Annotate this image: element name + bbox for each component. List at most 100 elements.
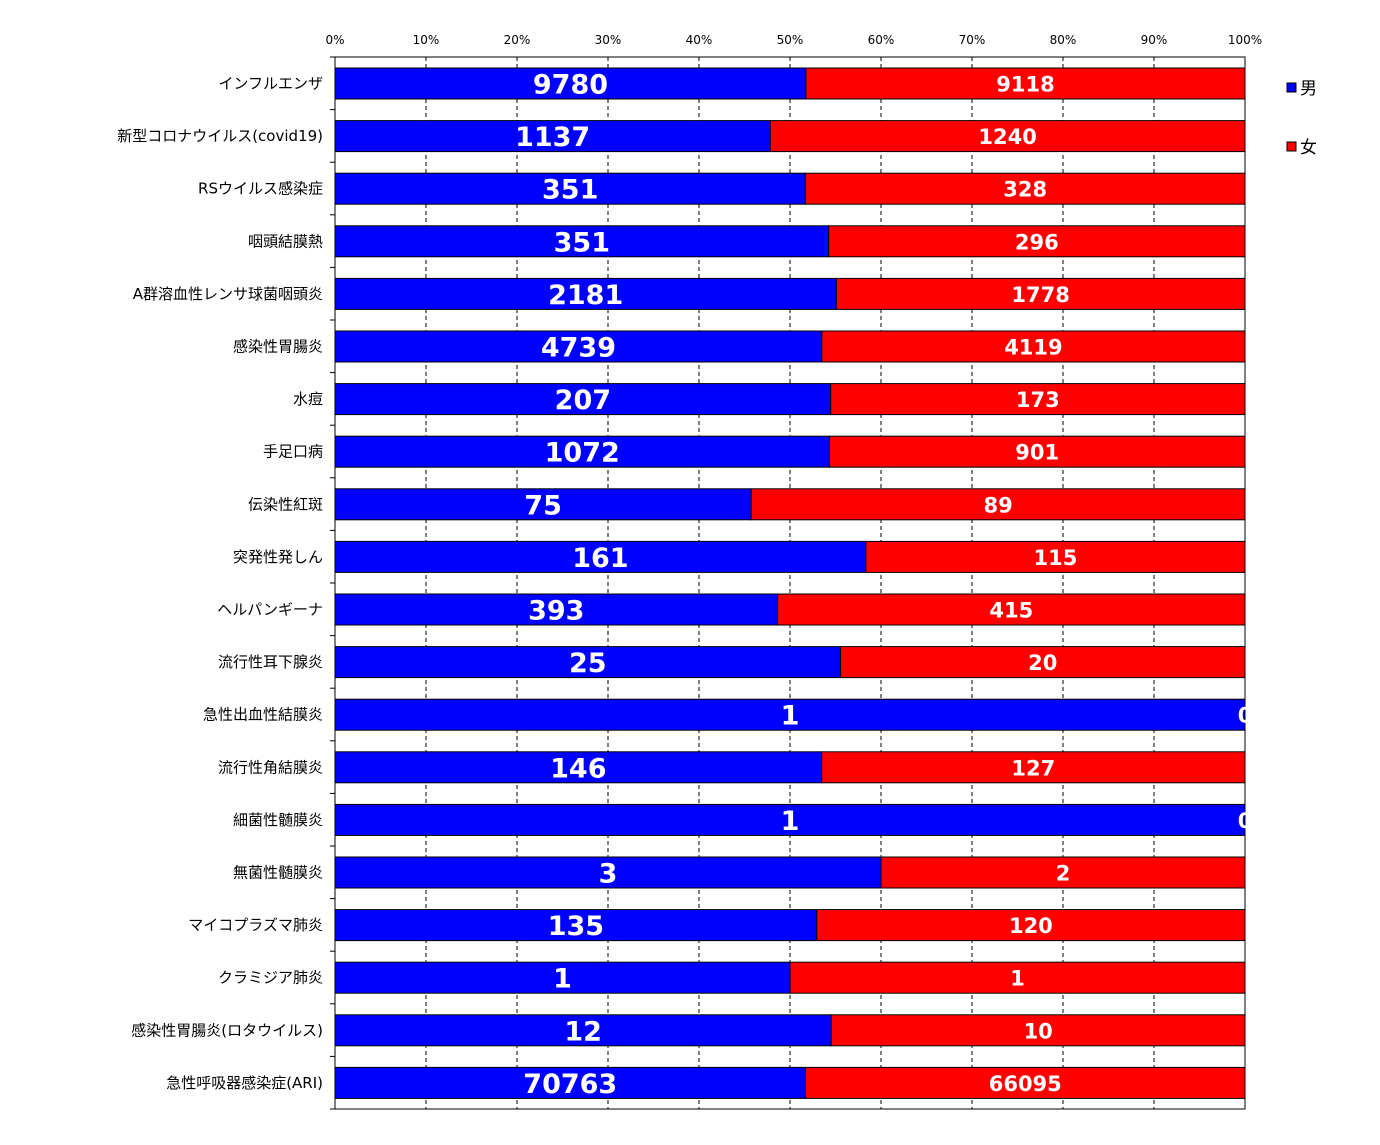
data-label-male: 4739	[541, 333, 616, 364]
bar-male	[334, 909, 818, 942]
category-label: RSウイルス感染症	[198, 180, 323, 198]
data-label-female: 173	[1016, 388, 1060, 412]
data-label-female: 2	[1056, 862, 1071, 886]
data-label-female: 89	[983, 493, 1012, 517]
bar-male	[334, 330, 823, 363]
category-label: 伝染性紅斑	[248, 495, 323, 513]
data-label-male: 70763	[523, 1069, 617, 1100]
data-label-female: 1	[1010, 967, 1025, 991]
category-label: 水痘	[293, 390, 323, 408]
category-label: 急性呼吸器感染症(ARI)	[166, 1074, 323, 1092]
x-tick-label: 90%	[1141, 33, 1168, 47]
category-label: 新型コロナウイルス(covid19)	[117, 127, 323, 145]
bar-male	[334, 803, 1246, 836]
bar-female	[830, 1014, 1246, 1047]
bar-male	[334, 435, 830, 468]
category-label: 感染性胃腸炎	[233, 338, 323, 356]
legend-label: 男	[1300, 79, 1317, 99]
data-label-female: 20	[1028, 651, 1057, 675]
legend-label: 女	[1300, 138, 1317, 158]
data-label-female: 0	[1238, 809, 1253, 833]
bar-female	[777, 593, 1246, 626]
x-tick-label: 60%	[868, 33, 895, 47]
bar-female	[880, 856, 1246, 889]
data-label-female: 66095	[989, 1072, 1062, 1096]
category-label: 流行性耳下腺炎	[218, 653, 323, 671]
bar-male	[334, 856, 882, 889]
bar-male	[334, 540, 867, 573]
x-tick-label: 70%	[959, 33, 986, 47]
data-label-female: 10	[1024, 1019, 1053, 1043]
data-label-female: 120	[1009, 914, 1053, 938]
data-label-female: 296	[1015, 230, 1059, 254]
data-label-female: 901	[1015, 441, 1059, 465]
data-label-male: 25	[569, 648, 607, 679]
bar-female	[816, 909, 1246, 942]
legend-swatch	[1286, 141, 1297, 152]
legend-swatch	[1286, 82, 1297, 93]
bar-female	[821, 330, 1246, 363]
bar-female	[835, 277, 1246, 310]
data-label-female: 328	[1003, 178, 1047, 202]
category-label: ヘルパンギーナ	[217, 601, 323, 619]
bar-female	[804, 172, 1246, 205]
data-label-male: 351	[554, 227, 610, 258]
bar-female	[789, 961, 1246, 994]
data-label-female: 4119	[1004, 336, 1062, 360]
x-tick-label: 40%	[686, 33, 713, 47]
bar-female	[830, 383, 1246, 416]
x-tick-label: 80%	[1050, 33, 1077, 47]
bar-male	[334, 488, 752, 521]
x-tick-label: 0%	[325, 33, 344, 47]
x-tick-label: 30%	[595, 33, 622, 47]
category-label: 急性出血性結膜炎	[203, 706, 323, 724]
x-tick-label: 50%	[777, 33, 804, 47]
x-tick-label: 20%	[504, 33, 531, 47]
bar-male	[334, 593, 779, 626]
data-label-male: 1	[781, 701, 800, 732]
category-label: 感染性胃腸炎(ロタウイルス)	[131, 1021, 323, 1039]
data-label-male: 146	[550, 753, 606, 784]
data-label-female: 1240	[978, 125, 1036, 149]
category-label: 流行性角結膜炎	[218, 758, 323, 776]
bar-male	[334, 1066, 807, 1099]
data-label-male: 135	[548, 911, 604, 942]
bar-female	[865, 540, 1246, 573]
data-label-male: 207	[555, 385, 611, 416]
bar-male	[334, 698, 1246, 731]
data-label-female: 127	[1011, 756, 1055, 780]
bar-male	[334, 172, 806, 205]
category-label: 咽頭結膜熱	[248, 232, 323, 250]
data-label-female: 115	[1033, 546, 1077, 570]
data-label-male: 1137	[515, 122, 590, 153]
data-label-male: 9780	[533, 70, 608, 101]
bar-female	[805, 67, 1246, 100]
x-tick-label: 10%	[413, 33, 440, 47]
category-label: 無菌性髄膜炎	[233, 864, 323, 882]
bar-male	[334, 646, 842, 679]
x-tick-label: 100%	[1228, 33, 1262, 47]
data-label-male: 351	[542, 175, 598, 206]
bar-female	[828, 435, 1246, 468]
bar-male	[334, 1014, 832, 1047]
data-label-male: 2181	[548, 280, 623, 311]
bar-male	[334, 225, 830, 258]
bar-female	[840, 646, 1246, 679]
data-label-male: 1072	[545, 438, 620, 469]
data-label-female: 1778	[1011, 283, 1069, 307]
bar-female	[805, 1066, 1246, 1099]
data-label-male: 1	[553, 964, 572, 995]
category-label: マイコプラズマ肺炎	[188, 916, 323, 934]
data-label-male: 3	[599, 859, 618, 890]
category-label: 手足口病	[263, 443, 323, 461]
bar-male	[334, 961, 791, 994]
bar-female	[769, 120, 1246, 153]
data-label-female: 9118	[996, 73, 1054, 97]
category-label: 細菌性髄膜炎	[233, 811, 323, 829]
data-label-male: 161	[572, 543, 628, 574]
data-label-male: 12	[564, 1016, 602, 1047]
category-label: インフルエンザ	[218, 75, 323, 93]
data-label-female: 0	[1238, 704, 1253, 728]
